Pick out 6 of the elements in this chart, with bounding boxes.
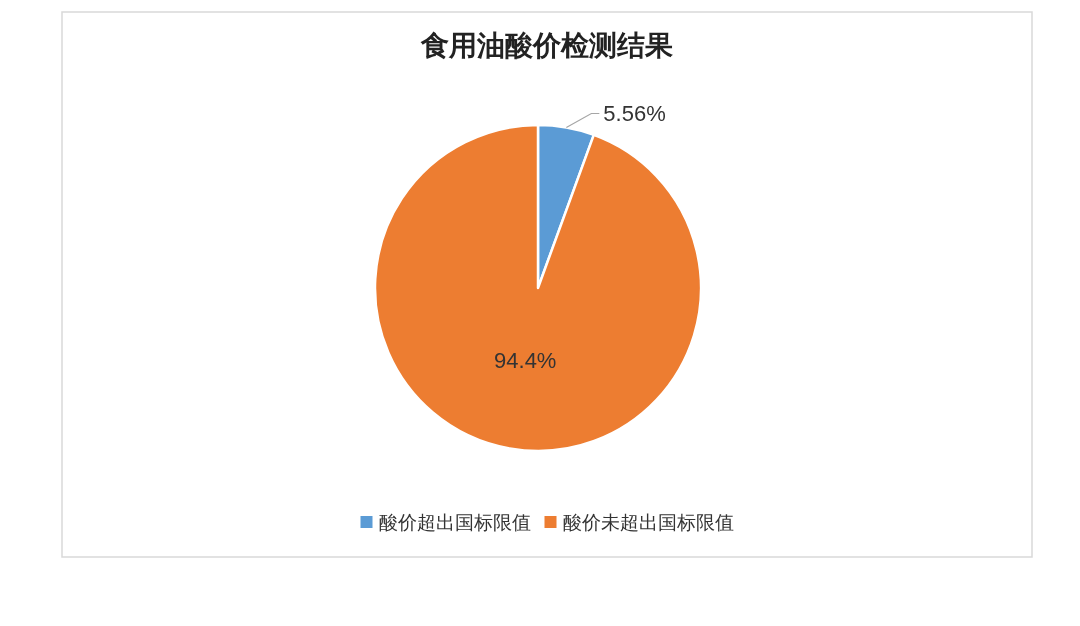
legend-label: 酸价未超出国标限值: [562, 512, 734, 533]
data-label: 5.56%: [603, 101, 666, 127]
pie-slice: [373, 123, 702, 453]
legend-label: 酸价超出国标限值: [378, 512, 531, 533]
chart-title: 食用油酸价检测结果: [420, 30, 673, 61]
data-label: 94.4%: [494, 348, 557, 374]
